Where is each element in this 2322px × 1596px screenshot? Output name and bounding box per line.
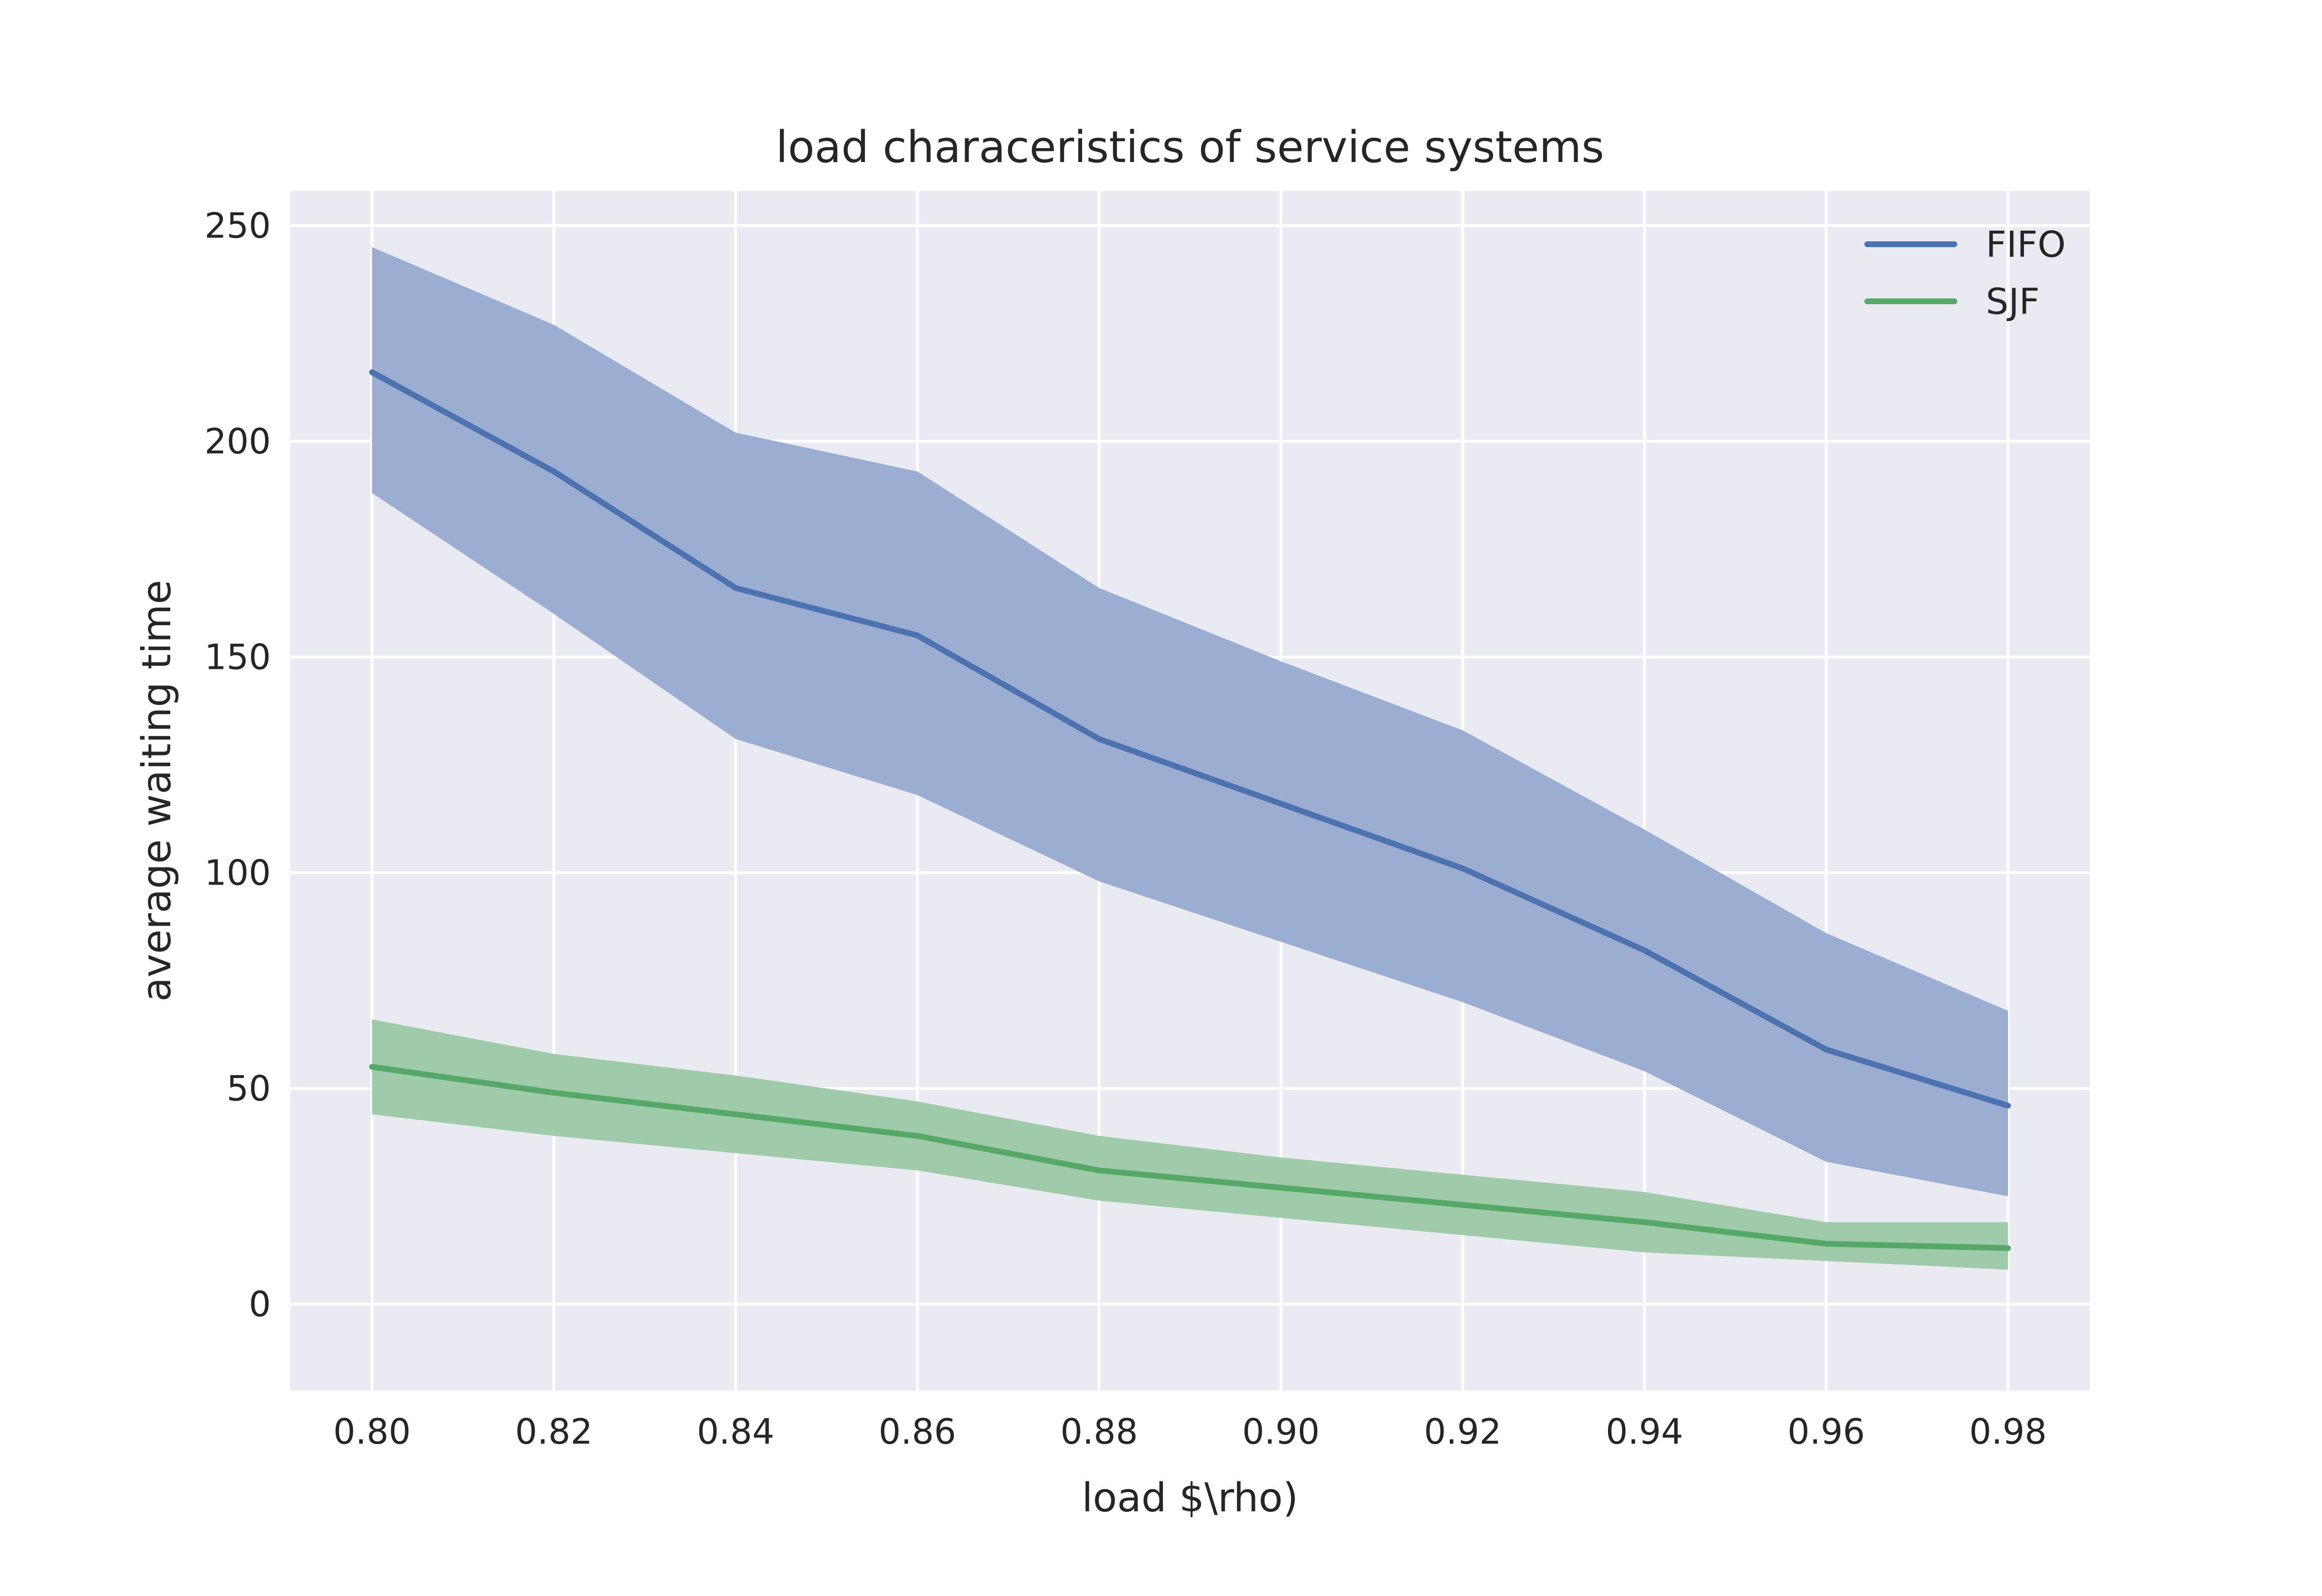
point-sjf [552, 1092, 555, 1094]
point-fifo [1825, 1049, 1828, 1051]
x-axis-label: load $\rho) [1082, 1475, 1298, 1521]
point-sjf [1643, 1221, 1646, 1224]
x-tick-label: 0.92 [1424, 1411, 1501, 1452]
point-fifo [1461, 867, 1464, 870]
point-fifo [734, 587, 737, 589]
point-fifo [1098, 738, 1101, 740]
point-sjf [1825, 1242, 1828, 1245]
y-tick-label: 250 [205, 205, 271, 246]
point-sjf [371, 1065, 373, 1068]
point-fifo [1280, 802, 1282, 805]
y-tick-label: 100 [205, 852, 271, 893]
y-tick-label: 50 [226, 1068, 271, 1109]
y-axis-label: average waiting time [134, 580, 180, 1002]
legend-label-fifo: FIFO [1986, 224, 2066, 266]
point-sjf [1098, 1169, 1101, 1172]
point-fifo [916, 634, 919, 636]
band-sjf [372, 1019, 2008, 1270]
x-tick-labels: 0.80 0.82 0.84 0.86 0.88 0.90 0.92 0.94 0.96 0.98 [333, 1411, 2047, 1452]
confidence-bands [372, 247, 2008, 1270]
band-fifo [372, 247, 2008, 1197]
point-sjf [1280, 1186, 1282, 1189]
chart-title: load characeristics of service systems [776, 122, 1604, 173]
x-tick-label: 0.94 [1606, 1411, 1683, 1452]
x-tick-label: 0.86 [878, 1411, 956, 1452]
x-tick-label: 0.96 [1787, 1411, 1865, 1452]
x-tick-label: 0.90 [1242, 1411, 1320, 1452]
point-fifo [2007, 1105, 2009, 1107]
point-sjf [734, 1113, 737, 1116]
point-sjf [1461, 1204, 1464, 1206]
y-tick-label: 200 [205, 421, 271, 461]
x-tick-label: 0.98 [1969, 1411, 2047, 1452]
point-sjf [916, 1135, 919, 1137]
x-tick-label: 0.80 [333, 1411, 411, 1452]
point-fifo [1643, 949, 1646, 952]
legend-label-sjf: SJF [1986, 281, 2039, 323]
point-fifo [552, 470, 555, 473]
series-lines [369, 369, 2011, 1251]
x-tick-label: 0.88 [1060, 1411, 1138, 1452]
x-tick-label: 0.84 [697, 1411, 774, 1452]
line-sjf [369, 1064, 2011, 1251]
line-fifo [369, 369, 2011, 1109]
x-tick-label: 0.82 [515, 1411, 593, 1452]
point-sjf [2007, 1247, 2009, 1249]
y-tick-label: 150 [205, 636, 271, 677]
point-fifo [371, 371, 373, 373]
y-tick-label: 0 [249, 1284, 271, 1325]
legend: FIFO SJF [1864, 224, 2066, 323]
y-tick-labels: 0 50 100 150 200 250 [205, 205, 271, 1324]
